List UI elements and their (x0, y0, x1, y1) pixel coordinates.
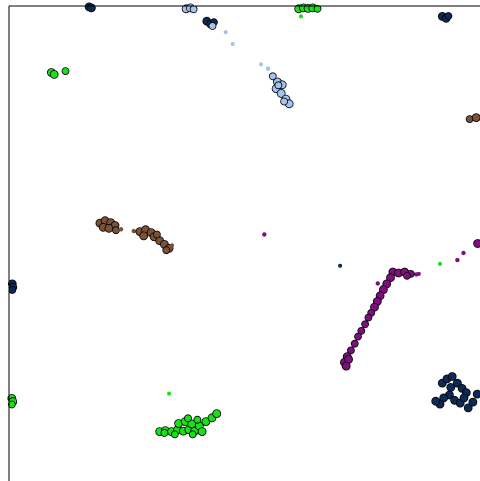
series-3 (95, 113, 480, 255)
scatter-point (61, 67, 70, 75)
scatter-point (350, 339, 359, 348)
points-layer (7, 2, 480, 439)
scatter-point (471, 113, 480, 122)
scatter-point (160, 429, 169, 437)
scatter-point (170, 430, 179, 439)
scatter-point (447, 372, 457, 381)
scatter-point (189, 5, 198, 14)
scatter-point (446, 382, 456, 392)
scatter-point (223, 30, 228, 35)
scatter-point (152, 230, 161, 239)
scatter-point (193, 415, 202, 424)
scatter-point (230, 42, 235, 46)
scatter-point (184, 414, 192, 423)
scatter-point (167, 391, 172, 396)
scatter-point (104, 223, 114, 233)
scatter-point (7, 400, 16, 409)
scatter-point (8, 286, 17, 294)
series-4 (262, 232, 480, 371)
scatter-point (262, 232, 267, 237)
scatter-point (299, 14, 303, 19)
scatter-point (268, 72, 277, 81)
scatter-point (265, 66, 271, 71)
scatter-point (444, 12, 453, 20)
scatter-point (459, 393, 469, 403)
scatter-point (455, 257, 460, 263)
scatter-point (259, 62, 263, 67)
scatter-point (139, 231, 149, 241)
scatter-point (364, 313, 373, 322)
scatter-point (461, 250, 466, 256)
scatter-point (49, 70, 59, 79)
scatter-point (354, 332, 362, 341)
scatter-point (472, 389, 480, 399)
scatter-point (361, 320, 370, 329)
scatter-point (170, 243, 174, 248)
scatter-point (431, 396, 441, 406)
scatter-point (357, 326, 366, 335)
scatter-point (280, 97, 289, 106)
scatter-point (416, 271, 421, 276)
scatter-point (212, 409, 222, 419)
scatter-point (197, 427, 207, 437)
scatter-point (338, 263, 343, 268)
scatter-point (112, 226, 120, 235)
series-0 (7, 2, 480, 413)
scatter-point (341, 361, 351, 371)
scatter-point (276, 89, 286, 98)
scatter-point (473, 239, 480, 248)
scatter-point (87, 3, 96, 13)
scatter-point (118, 227, 124, 232)
scatter-point (375, 281, 380, 286)
scatter-point (403, 271, 411, 280)
scatter-point (468, 397, 478, 407)
scatter-point (131, 228, 136, 234)
scatter-point (313, 4, 322, 13)
scatter-point (438, 261, 442, 266)
scatter-point (463, 403, 473, 413)
series-2 (7, 3, 442, 439)
scatter-point (208, 22, 217, 30)
scatter-point (274, 81, 283, 90)
scatter-point (346, 346, 355, 355)
series-1 (181, 3, 294, 109)
scatter-point (162, 246, 171, 255)
scatter-point (188, 430, 197, 439)
